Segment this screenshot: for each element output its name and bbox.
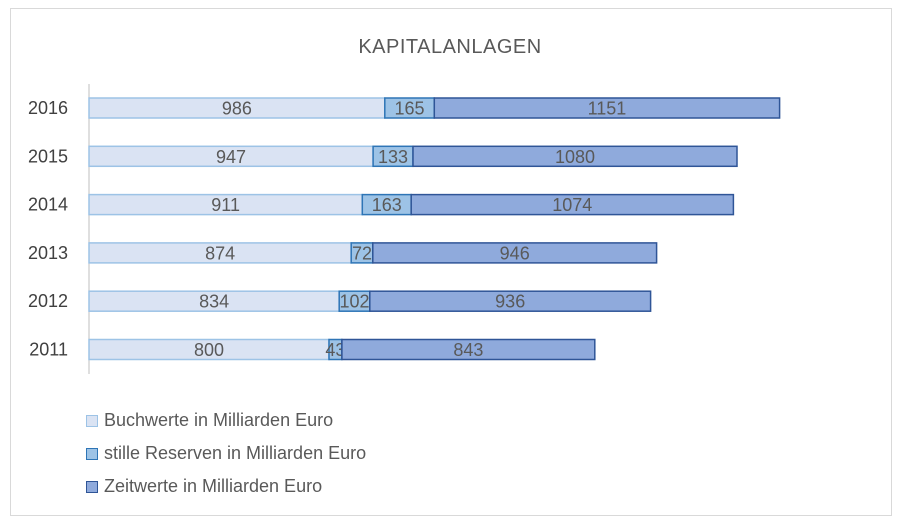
bar-zeitwerte xyxy=(412,145,738,168)
data-label-zeitwerte: 936 xyxy=(495,292,525,312)
category-tick-label: 2014 xyxy=(28,195,68,215)
data-label-stille-reserven: 163 xyxy=(372,195,402,215)
legend-swatch-zeitwerte xyxy=(86,480,98,493)
legend-swatch-stille-reserven xyxy=(86,447,98,460)
category-tick-label: 2011 xyxy=(29,340,68,360)
bar-zeitwerte xyxy=(372,242,658,264)
legend-item-stille-reserven: stille Reserven in Milliarden Euro xyxy=(86,437,366,470)
legend-item-zeitwerte: Zeitwerte in Milliarden Euro xyxy=(86,470,366,503)
category-tick-label: 2012 xyxy=(28,291,68,311)
legend: Buchwerte in Milliarden Euro stille Rese… xyxy=(86,404,366,503)
legend-item-buchwerte: Buchwerte in Milliarden Euro xyxy=(86,404,366,437)
data-label-stille-reserven: 72 xyxy=(352,243,372,263)
data-label-stille-reserven: 43 xyxy=(325,340,345,360)
data-label-stille-reserven: 102 xyxy=(339,292,369,312)
chart-title: KAPITALANLAGEN xyxy=(358,36,542,58)
bar-zeitwerte xyxy=(433,97,781,119)
data-label-buchwerte: 947 xyxy=(216,147,246,167)
data-label-zeitwerte: 1151 xyxy=(588,99,627,119)
legend-swatch-buchwerte xyxy=(86,414,98,427)
data-label-buchwerte: 911 xyxy=(211,195,240,215)
legend-label-zeitwerte: Zeitwerte in Milliarden Euro xyxy=(104,476,323,496)
category-tick-label: 2013 xyxy=(28,243,68,263)
bar-zeitwerte xyxy=(341,338,596,361)
data-label-buchwerte: 874 xyxy=(205,243,235,263)
data-label-buchwerte: 800 xyxy=(194,340,224,360)
data-label-zeitwerte: 1074 xyxy=(552,195,592,215)
bar-zeitwerte xyxy=(369,290,652,312)
category-tick-label: 2016 xyxy=(28,98,68,118)
bars-group: 2016 986 165 1151 2015 947 133 1080 2014 911 163 10… xyxy=(28,97,781,361)
legend-label-buchwerte: Buchwerte in Milliarden Euro xyxy=(104,410,334,430)
data-label-zeitwerte: 1080 xyxy=(555,147,595,167)
data-label-zeitwerte: 946 xyxy=(500,243,530,263)
data-label-zeitwerte: 843 xyxy=(453,340,483,360)
data-label-buchwerte: 834 xyxy=(199,292,229,312)
bar-zeitwerte xyxy=(410,193,735,216)
category-tick-label: 2015 xyxy=(28,146,68,166)
legend-label-stille-reserven: stille Reserven in Milliarden Euro xyxy=(104,443,367,463)
data-label-buchwerte: 986 xyxy=(222,99,252,119)
data-label-stille-reserven: 133 xyxy=(378,147,408,167)
data-label-stille-reserven: 165 xyxy=(395,99,425,119)
